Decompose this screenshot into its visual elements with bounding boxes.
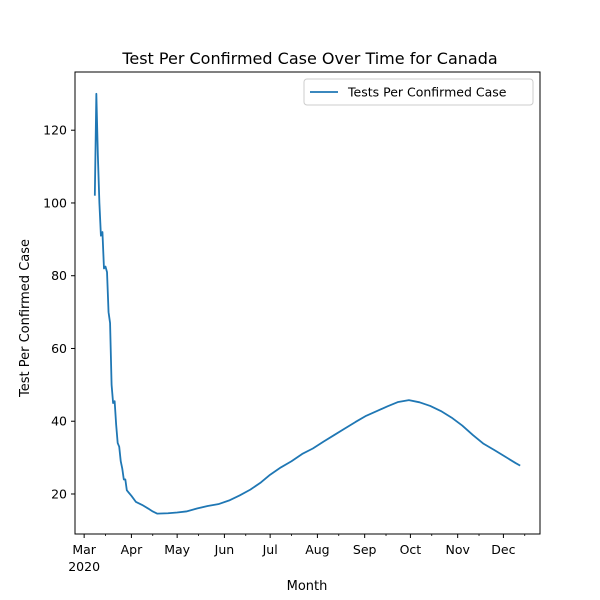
y-axis-ticks: 20 40 60 80 100 120 <box>43 123 75 501</box>
chart-title: Test Per Confirmed Case Over Time for Ca… <box>121 49 497 68</box>
x-tick-label: Apr <box>121 542 143 557</box>
legend-box <box>303 78 534 106</box>
y-tick-label: 60 <box>51 341 67 356</box>
y-tick-label: 80 <box>51 268 67 283</box>
y-tick-label: 120 <box>43 123 67 138</box>
x-tick-label: Mar <box>72 542 96 557</box>
series-line <box>93 92 521 515</box>
legend-label: Tests Per Confirmed Case <box>347 85 507 100</box>
y-tick-label: 100 <box>43 195 67 210</box>
x-tick-label: May <box>164 542 190 557</box>
x-tick-label: Dec <box>491 542 515 557</box>
x-tick-label: Aug <box>305 542 329 557</box>
x-tick-label: Jun <box>214 542 235 557</box>
x-tick-label: Nov <box>445 542 470 557</box>
x-tick-label: Oct <box>400 542 422 557</box>
x-tick-label: Sep <box>353 542 377 557</box>
plot-area: 20 40 60 80 100 120 Mar 2020 Apr May Jun Jul Aug Sep… <box>43 71 541 574</box>
x-axis-ticks: Mar 2020 Apr May Jun Jul Aug Sep Oct Nov Dec <box>68 534 526 574</box>
axes-frame <box>74 71 541 535</box>
x-tick-label: Jul <box>262 542 278 557</box>
y-axis-label: Test Per Confirmed Case <box>18 239 33 398</box>
y-tick-label: 40 <box>51 414 67 429</box>
y-tick-label: 20 <box>51 486 67 501</box>
legend: Tests Per Confirmed Case <box>303 78 534 106</box>
x-tick-sublabel: 2020 <box>68 559 100 574</box>
x-axis-label: Month <box>287 579 328 594</box>
